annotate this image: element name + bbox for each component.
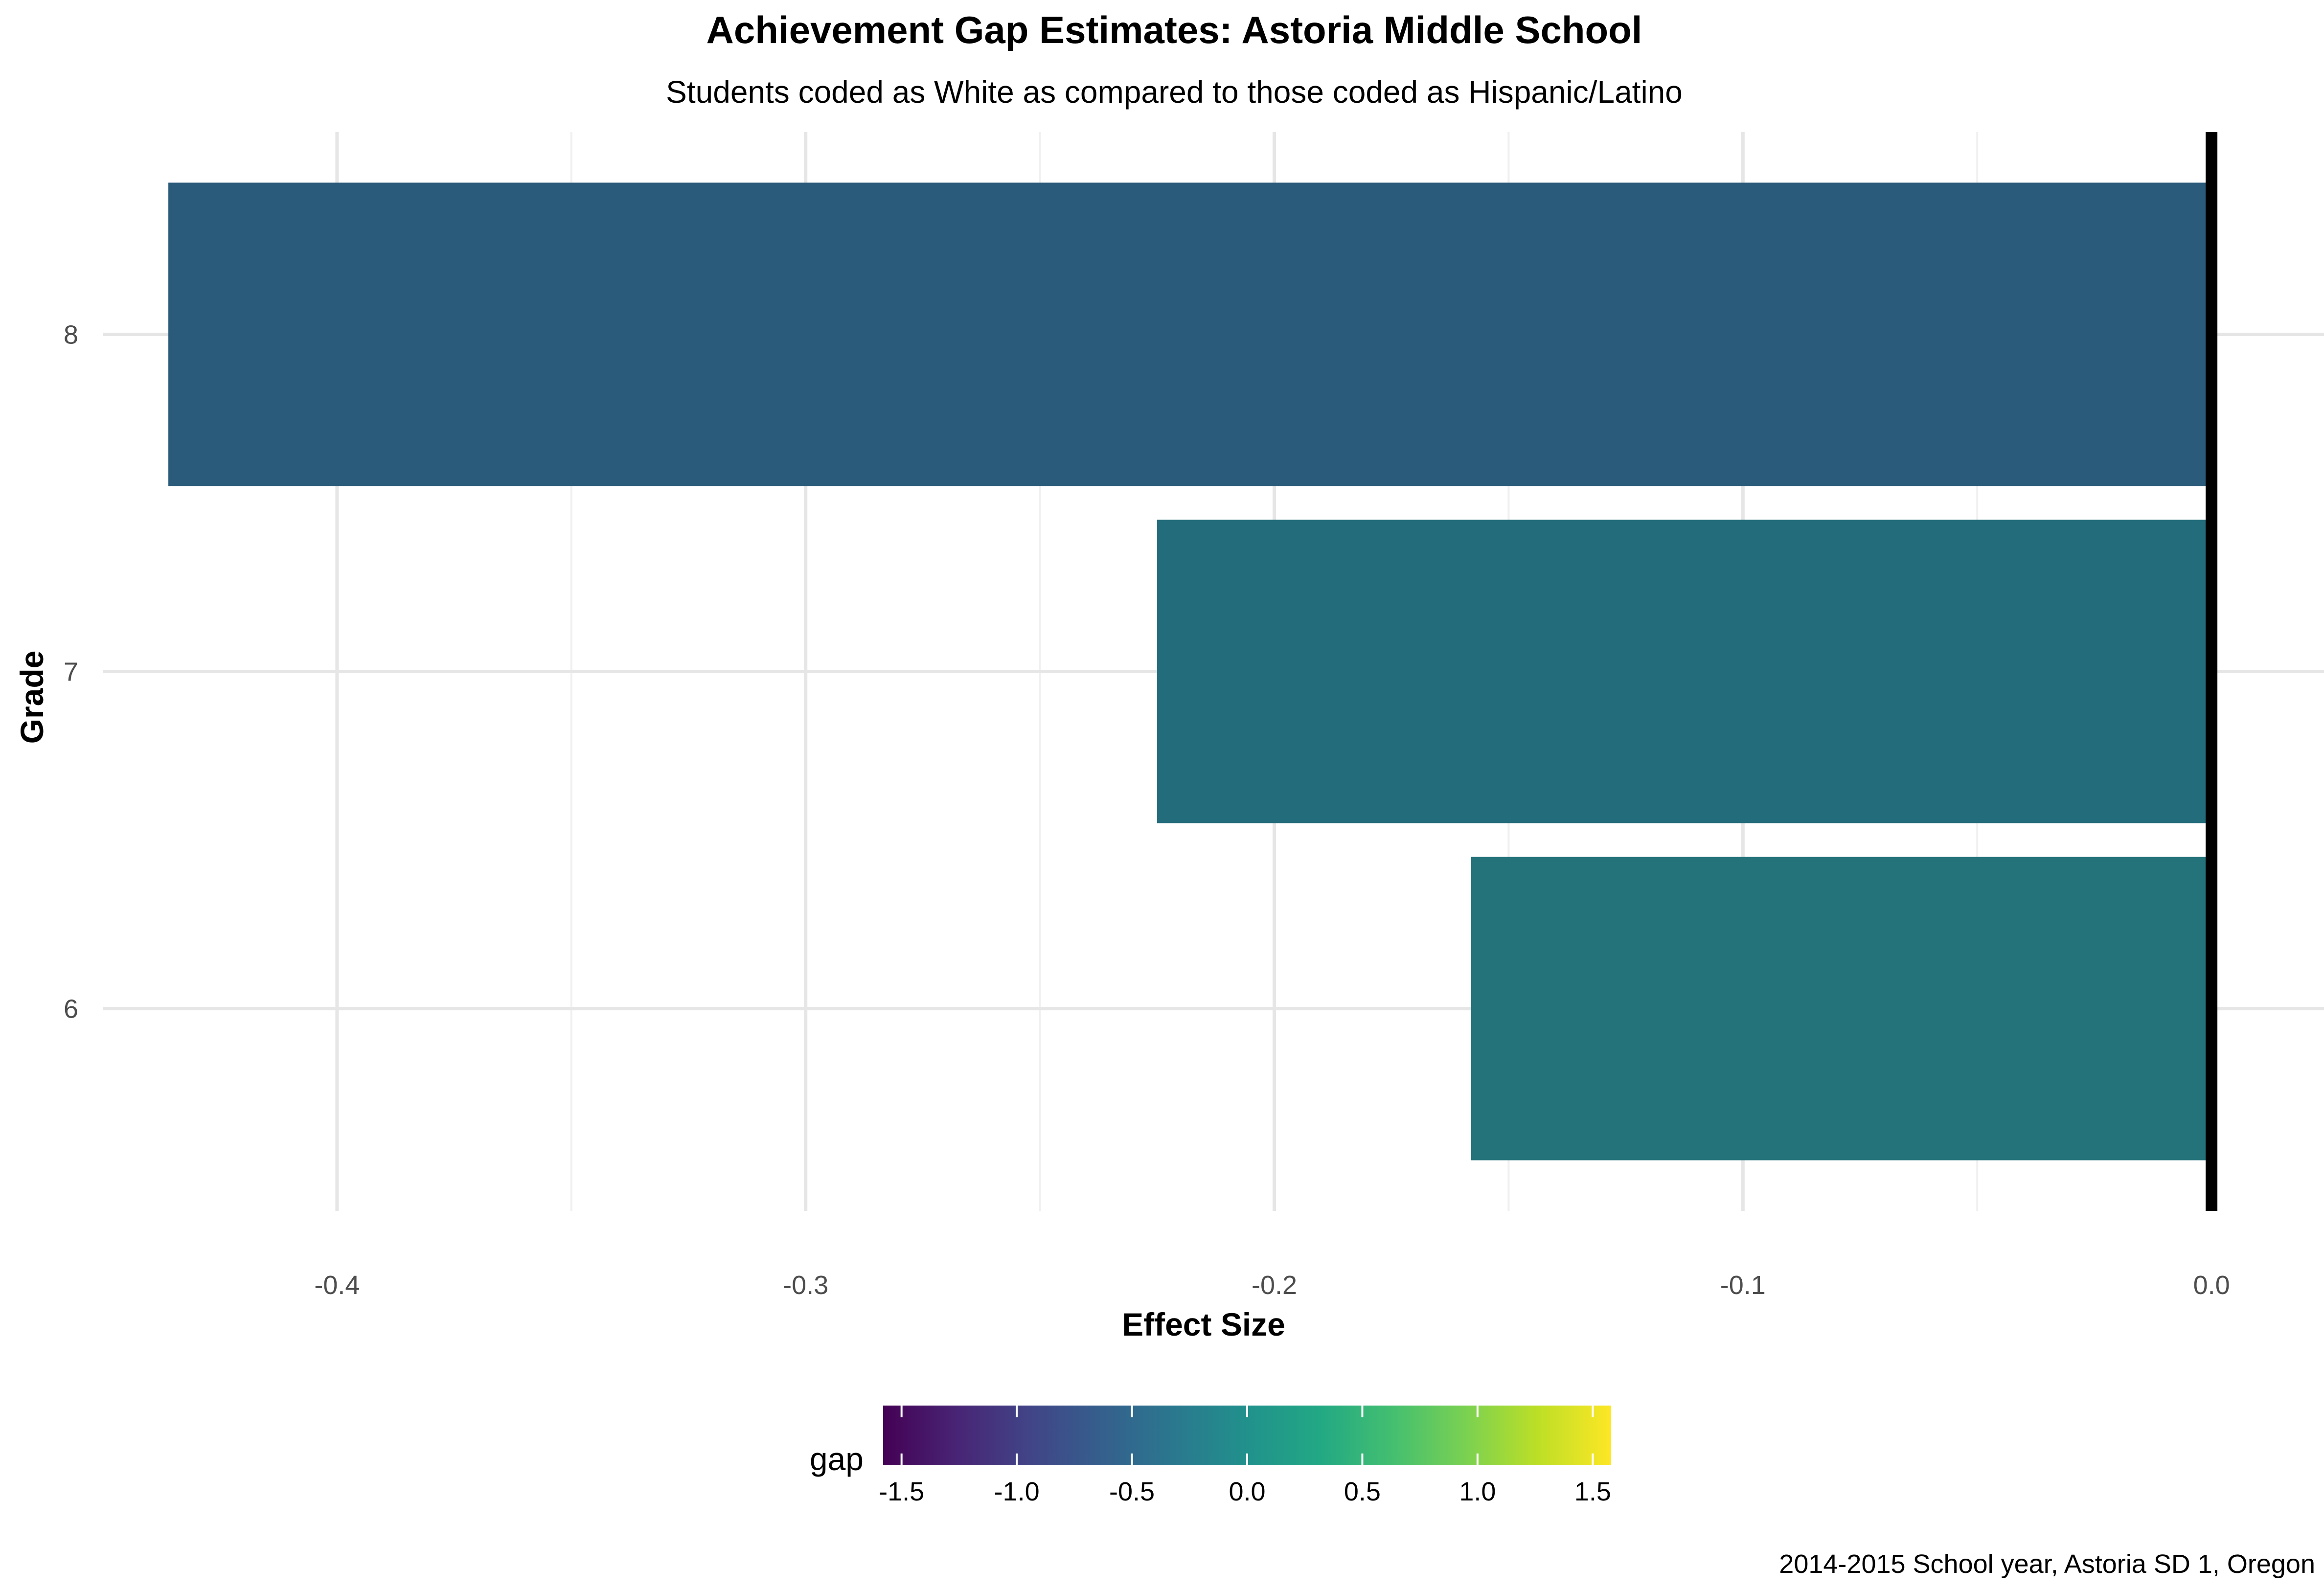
legend-tick-label: -1.0	[994, 1477, 1040, 1506]
y-tick-label: 6	[64, 995, 78, 1024]
x-tick-label: -0.3	[783, 1271, 828, 1300]
x-axis-title: Effect Size	[1122, 1306, 1285, 1342]
legend-tick-label: 0.5	[1344, 1477, 1381, 1506]
legend-tick-label: 0.0	[1229, 1477, 1265, 1506]
y-tick-label: 7	[64, 658, 78, 687]
bar-grade-8	[168, 182, 2212, 486]
x-tick-label: -0.4	[314, 1271, 360, 1300]
x-tick-labels: -0.4 -0.3 -0.2 -0.1 0.0	[314, 1271, 2230, 1300]
legend-tick-label: 1.5	[1574, 1477, 1611, 1506]
y-tick-label: 8	[64, 320, 78, 349]
bars	[168, 182, 2212, 1160]
legend: gap -1.5 -1.0 -0.5 0.0 0.5 1.0 1.5	[810, 1406, 1611, 1506]
y-axis-title: Grade	[14, 651, 50, 744]
chart-subtitle: Students coded as White as compared to t…	[666, 74, 1683, 110]
x-tick-label: -0.2	[1252, 1271, 1297, 1300]
chart-caption: 2014-2015 School year, Astoria SD 1, Ore…	[1779, 1549, 2315, 1579]
legend-tick-label: 1.0	[1459, 1477, 1496, 1506]
legend-tick-label: -0.5	[1109, 1477, 1155, 1506]
x-tick-label: 0.0	[2193, 1271, 2230, 1300]
legend-tick-label: -1.5	[879, 1477, 924, 1506]
y-tick-labels: 6 7 8	[64, 320, 78, 1023]
x-tick-label: -0.1	[1720, 1271, 1766, 1300]
chart-title: Achievement Gap Estimates: Astoria Middl…	[706, 8, 1642, 51]
bar-grade-7	[1157, 520, 2212, 823]
bar-grade-6	[1471, 857, 2212, 1160]
legend-title: gap	[810, 1441, 864, 1477]
legend-ticks: -1.5 -1.0 -0.5 0.0 0.5 1.0 1.5	[879, 1406, 1611, 1506]
